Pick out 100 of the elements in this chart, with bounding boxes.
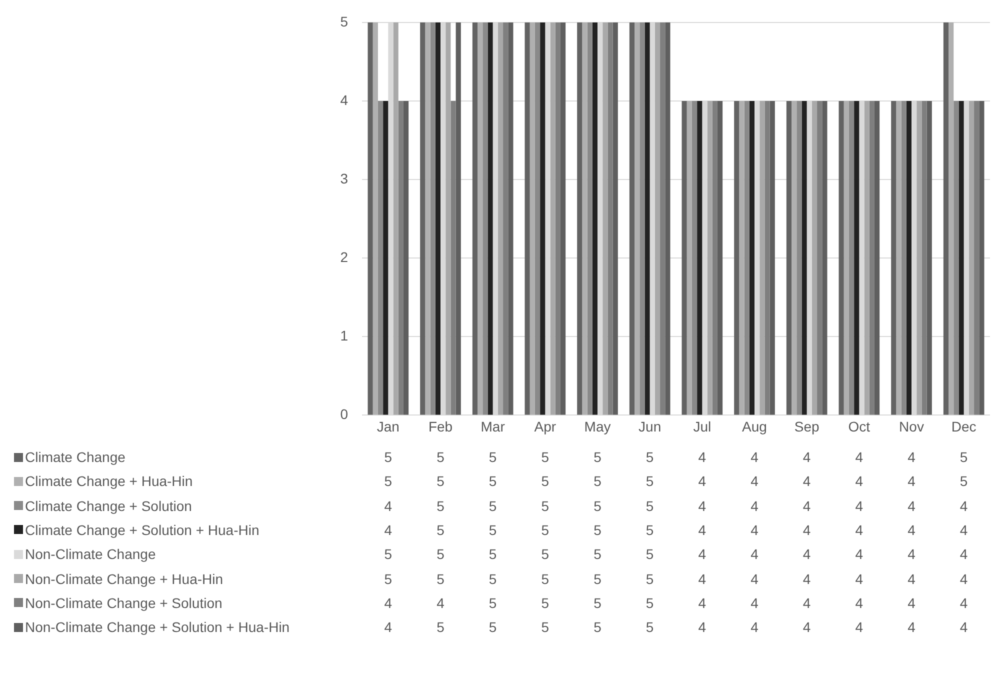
data-label: 4 xyxy=(802,473,812,490)
data-label: 4 xyxy=(436,594,446,611)
x-tick-label: Dec xyxy=(951,418,976,434)
data-label: 4 xyxy=(854,619,864,636)
data-label: 4 xyxy=(854,594,864,611)
data-label: 4 xyxy=(906,473,916,490)
data-label: 5 xyxy=(540,473,550,490)
data-label: 5 xyxy=(488,546,498,562)
data-label: 5 xyxy=(436,473,446,490)
data-label: 4 xyxy=(383,522,394,538)
data-label: 5 xyxy=(644,619,655,636)
data-label: 4 xyxy=(802,619,812,636)
data-label: 4 xyxy=(854,498,864,514)
data-label: 5 xyxy=(540,522,550,538)
data-label: 4 xyxy=(750,449,760,465)
data-label: 5 xyxy=(436,546,446,562)
x-tick-label: Aug xyxy=(742,418,767,434)
data-label: 4 xyxy=(906,498,916,514)
data-label: 4 xyxy=(697,546,708,562)
data-label: 5 xyxy=(644,522,655,538)
x-tick-label: Mar xyxy=(480,418,506,434)
data-label: 4 xyxy=(906,594,916,611)
data-label: 5 xyxy=(592,619,602,636)
data-label: 4 xyxy=(906,570,916,586)
data-label: 4 xyxy=(854,449,864,465)
data-label: 5 xyxy=(436,498,446,514)
data-label: 5 xyxy=(644,594,655,611)
data-label: 5 xyxy=(644,498,655,514)
legend-label: Climate Change + Solution xyxy=(25,498,192,514)
data-label: 4 xyxy=(750,570,760,586)
data-label: 4 xyxy=(906,619,916,636)
data-label: 4 xyxy=(854,570,864,586)
x-tick-label: Jun xyxy=(638,418,662,434)
data-label: 4 xyxy=(958,594,969,611)
data-label: 4 xyxy=(906,449,916,465)
data-label: 4 xyxy=(750,619,760,636)
data-label: 4 xyxy=(958,498,969,514)
legend-label: Climate Change + Hua-Hin xyxy=(25,473,193,490)
data-label: 5 xyxy=(540,498,550,514)
data-label: 5 xyxy=(488,473,498,490)
legend-label: Non-Climate Change + Solution + Hua-Hin xyxy=(25,619,290,636)
data-label: 5 xyxy=(592,546,602,562)
data-label: 5 xyxy=(644,570,655,586)
data-label: 5 xyxy=(540,546,550,562)
x-tick-label: Nov xyxy=(899,418,924,434)
data-label: 4 xyxy=(802,594,812,611)
data-label: 5 xyxy=(383,473,394,490)
data-label: 4 xyxy=(697,570,708,586)
data-label: 5 xyxy=(488,570,498,586)
legend-label: Non-Climate Change + Hua-Hin xyxy=(25,570,224,586)
data-label: 5 xyxy=(488,594,498,611)
legend-label: Non-Climate Change xyxy=(25,546,156,562)
x-tick-label: Sep xyxy=(794,418,820,434)
data-label: 5 xyxy=(592,522,602,538)
data-label: 5 xyxy=(592,570,602,586)
data-label: 4 xyxy=(697,522,708,538)
data-label: 5 xyxy=(958,449,969,465)
data-label: 5 xyxy=(592,449,602,465)
data-label: 5 xyxy=(383,570,394,586)
data-label: 4 xyxy=(750,473,760,490)
data-label: 5 xyxy=(488,449,498,465)
data-label: 4 xyxy=(750,498,760,514)
data-label: 4 xyxy=(906,546,916,562)
x-tick-label: Oct xyxy=(848,418,870,434)
data-label: 4 xyxy=(697,449,708,465)
data-label: 4 xyxy=(958,546,969,562)
data-label: 4 xyxy=(958,522,969,538)
data-label: 4 xyxy=(854,473,864,490)
y-tick-label: 3 xyxy=(340,170,348,186)
data-label: 5 xyxy=(644,473,655,490)
x-tick-label: Feb xyxy=(428,418,453,434)
x-tick-label: May xyxy=(584,418,611,434)
data-label: 5 xyxy=(436,570,446,586)
data-label: 5 xyxy=(436,619,446,636)
y-tick-label: 4 xyxy=(340,92,348,108)
data-label: 4 xyxy=(802,498,812,514)
data-label: 4 xyxy=(383,619,394,636)
data-label: 4 xyxy=(802,449,812,465)
data-label: 4 xyxy=(383,594,394,611)
data-label: 5 xyxy=(592,594,602,611)
data-label: 5 xyxy=(436,522,446,538)
data-label: 4 xyxy=(697,619,708,636)
data-label: 5 xyxy=(540,449,550,465)
data-label: 4 xyxy=(906,522,916,538)
data-label: 5 xyxy=(644,546,655,562)
data-label: 5 xyxy=(958,473,969,490)
data-label: 4 xyxy=(750,546,760,562)
data-label: 4 xyxy=(383,498,394,514)
data-label: 4 xyxy=(750,522,760,538)
legend-label: Climate Change xyxy=(25,449,126,465)
legend-label: Non-Climate Change + Solution xyxy=(25,594,222,611)
data-label: 5 xyxy=(383,449,394,465)
data-label: 4 xyxy=(958,570,969,586)
x-tick-label: Jul xyxy=(693,418,712,434)
x-tick-label: Jan xyxy=(376,418,400,434)
data-label: 5 xyxy=(383,546,394,562)
data-label: 5 xyxy=(592,498,602,514)
data-label: 5 xyxy=(644,449,655,465)
data-label: 4 xyxy=(802,522,812,538)
y-tick-label: 0 xyxy=(340,406,348,422)
